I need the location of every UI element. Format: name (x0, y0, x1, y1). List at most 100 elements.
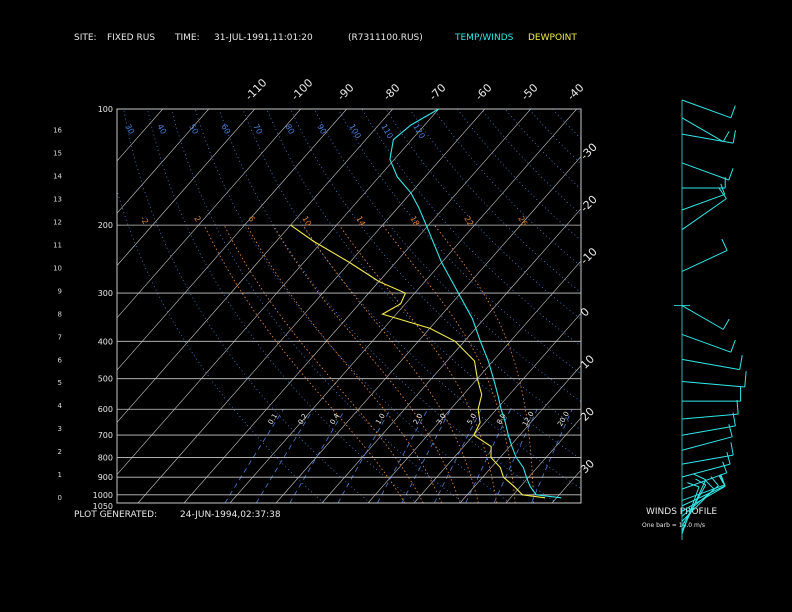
height-tick-label: 16 (53, 127, 62, 135)
wind-barb (681, 436, 733, 451)
wind-barb (730, 105, 736, 118)
dry-adiabat-line (218, 109, 558, 503)
mixing-ratio-label: 1.0 (374, 412, 386, 426)
height-tick-label: 8 (58, 310, 62, 318)
wind-barb (681, 380, 745, 388)
height-tick-label: 12 (53, 219, 62, 227)
moist-adiabat-line (246, 224, 443, 503)
mixing-ratio-line (465, 409, 512, 503)
wind-barb (681, 472, 727, 490)
isotherm-line (321, 208, 581, 503)
isotherm-line (117, 109, 301, 319)
wind-barb (681, 198, 727, 231)
time-value: 31-JUL-1991,11:01:20 (214, 33, 313, 43)
mixing-ratio-label: 5.0 (466, 412, 478, 426)
pressure-tick-label: 100 (98, 105, 113, 114)
dry-adiabat-line (648, 109, 792, 503)
wind-barb (681, 485, 726, 507)
pressure-tick-label: 200 (98, 221, 113, 230)
wind-barb (681, 484, 725, 501)
mixing-ratio-label: 0.2 (297, 412, 309, 426)
dry-adiabat-line (696, 109, 792, 503)
temperature-tick-label: 0 (578, 305, 592, 319)
dry-adiabat-line (147, 109, 418, 503)
wind-barb (744, 371, 747, 387)
wind-barb (681, 463, 731, 478)
moist-adiabat-line (203, 224, 406, 503)
mixing-ratio-label: 3.0 (435, 412, 447, 426)
dry-adiabat-line (242, 109, 581, 490)
wind-barb (681, 358, 740, 371)
temperature-tick-label: -50 (519, 81, 541, 103)
mixing-ratio-line (493, 409, 538, 503)
dry-adiabat-line (480, 109, 581, 216)
height-tick-label: 6 (58, 356, 63, 364)
plot-generated-value: 24-JUN-1994,02:37:38 (180, 510, 281, 520)
moist-adiabat-line (434, 224, 535, 503)
isotherm-line (0, 109, 117, 503)
moist-adiabat-label: -2 (138, 215, 150, 226)
wind-barb (730, 442, 734, 456)
height-tick-label: 10 (53, 264, 62, 272)
dry-adiabat-line (290, 109, 581, 431)
dry-adiabat-line (743, 109, 792, 503)
wind-barb (732, 130, 736, 144)
temperature-tick-label: -80 (381, 81, 403, 103)
moist-adiabat-line (338, 224, 498, 503)
dry-adiabat-line (504, 109, 581, 190)
dry-adiabat-line (266, 109, 581, 460)
wind-barb (728, 424, 733, 437)
sounding-profiles (290, 109, 562, 499)
mixing-ratio-line (401, 409, 452, 503)
moist-adiabat-line (302, 224, 479, 503)
isotherm-line (137, 109, 485, 503)
dry-adiabat-label: 60 (219, 123, 232, 136)
site-value: FIXED RUS (107, 33, 156, 43)
dry-adiabat-line (719, 109, 792, 503)
wind-barb (722, 461, 728, 474)
mixing-ratio-line (531, 409, 573, 503)
dry-adiabat-line (123, 109, 371, 503)
mixing-ratio-line (377, 409, 429, 503)
isotherm-line (644, 109, 792, 503)
pressure-tick-label: 300 (98, 289, 113, 298)
moist-adiabat-label: 14 (354, 215, 367, 228)
winds-profile-title: WINDS PROFILE (646, 507, 718, 517)
dry-adiabat-line (117, 189, 324, 503)
temperature-tick-label: -70 (427, 81, 449, 103)
background-lines (0, 109, 792, 503)
temperature-tick-label: -60 (473, 81, 495, 103)
pressure-tick-label: 1000 (93, 491, 113, 500)
dry-adiabat-label: 50 (187, 123, 200, 136)
pressure-tick-label: 600 (98, 405, 113, 414)
isotherm-line (0, 109, 25, 503)
isotherm-line (505, 417, 581, 503)
wind-barb (681, 485, 726, 512)
wind-barb (726, 451, 731, 465)
height-tick-label: 0 (58, 494, 62, 502)
dry-adiabat-line (337, 109, 581, 375)
mixing-ratio-label: 2.0 (412, 412, 424, 426)
wind-barb (681, 488, 715, 522)
dry-adiabat-line (456, 109, 581, 241)
wind-barb (681, 193, 725, 211)
height-tick-label: 14 (53, 173, 62, 181)
wind-barb (681, 486, 700, 534)
height-tick-label: 9 (58, 287, 62, 295)
dry-adiabat-line (528, 109, 581, 165)
pressure-tick-label: 400 (98, 337, 113, 346)
moist-adiabat-label: 22 (462, 215, 475, 228)
wind-barb (722, 131, 730, 142)
temperature-tick-label: -100 (289, 76, 316, 103)
temperature-line (389, 109, 562, 499)
isotherm-line (551, 469, 581, 503)
moist-adiabat-line (382, 224, 516, 503)
dry-adiabat-line (409, 109, 581, 294)
wind-barb (692, 473, 707, 481)
site-label: SITE: (74, 33, 97, 43)
wind-barb (681, 305, 724, 330)
pressure-tick-label: 1050 (93, 502, 113, 511)
height-tick-label: 4 (58, 402, 63, 410)
isotherm-line (367, 260, 581, 503)
